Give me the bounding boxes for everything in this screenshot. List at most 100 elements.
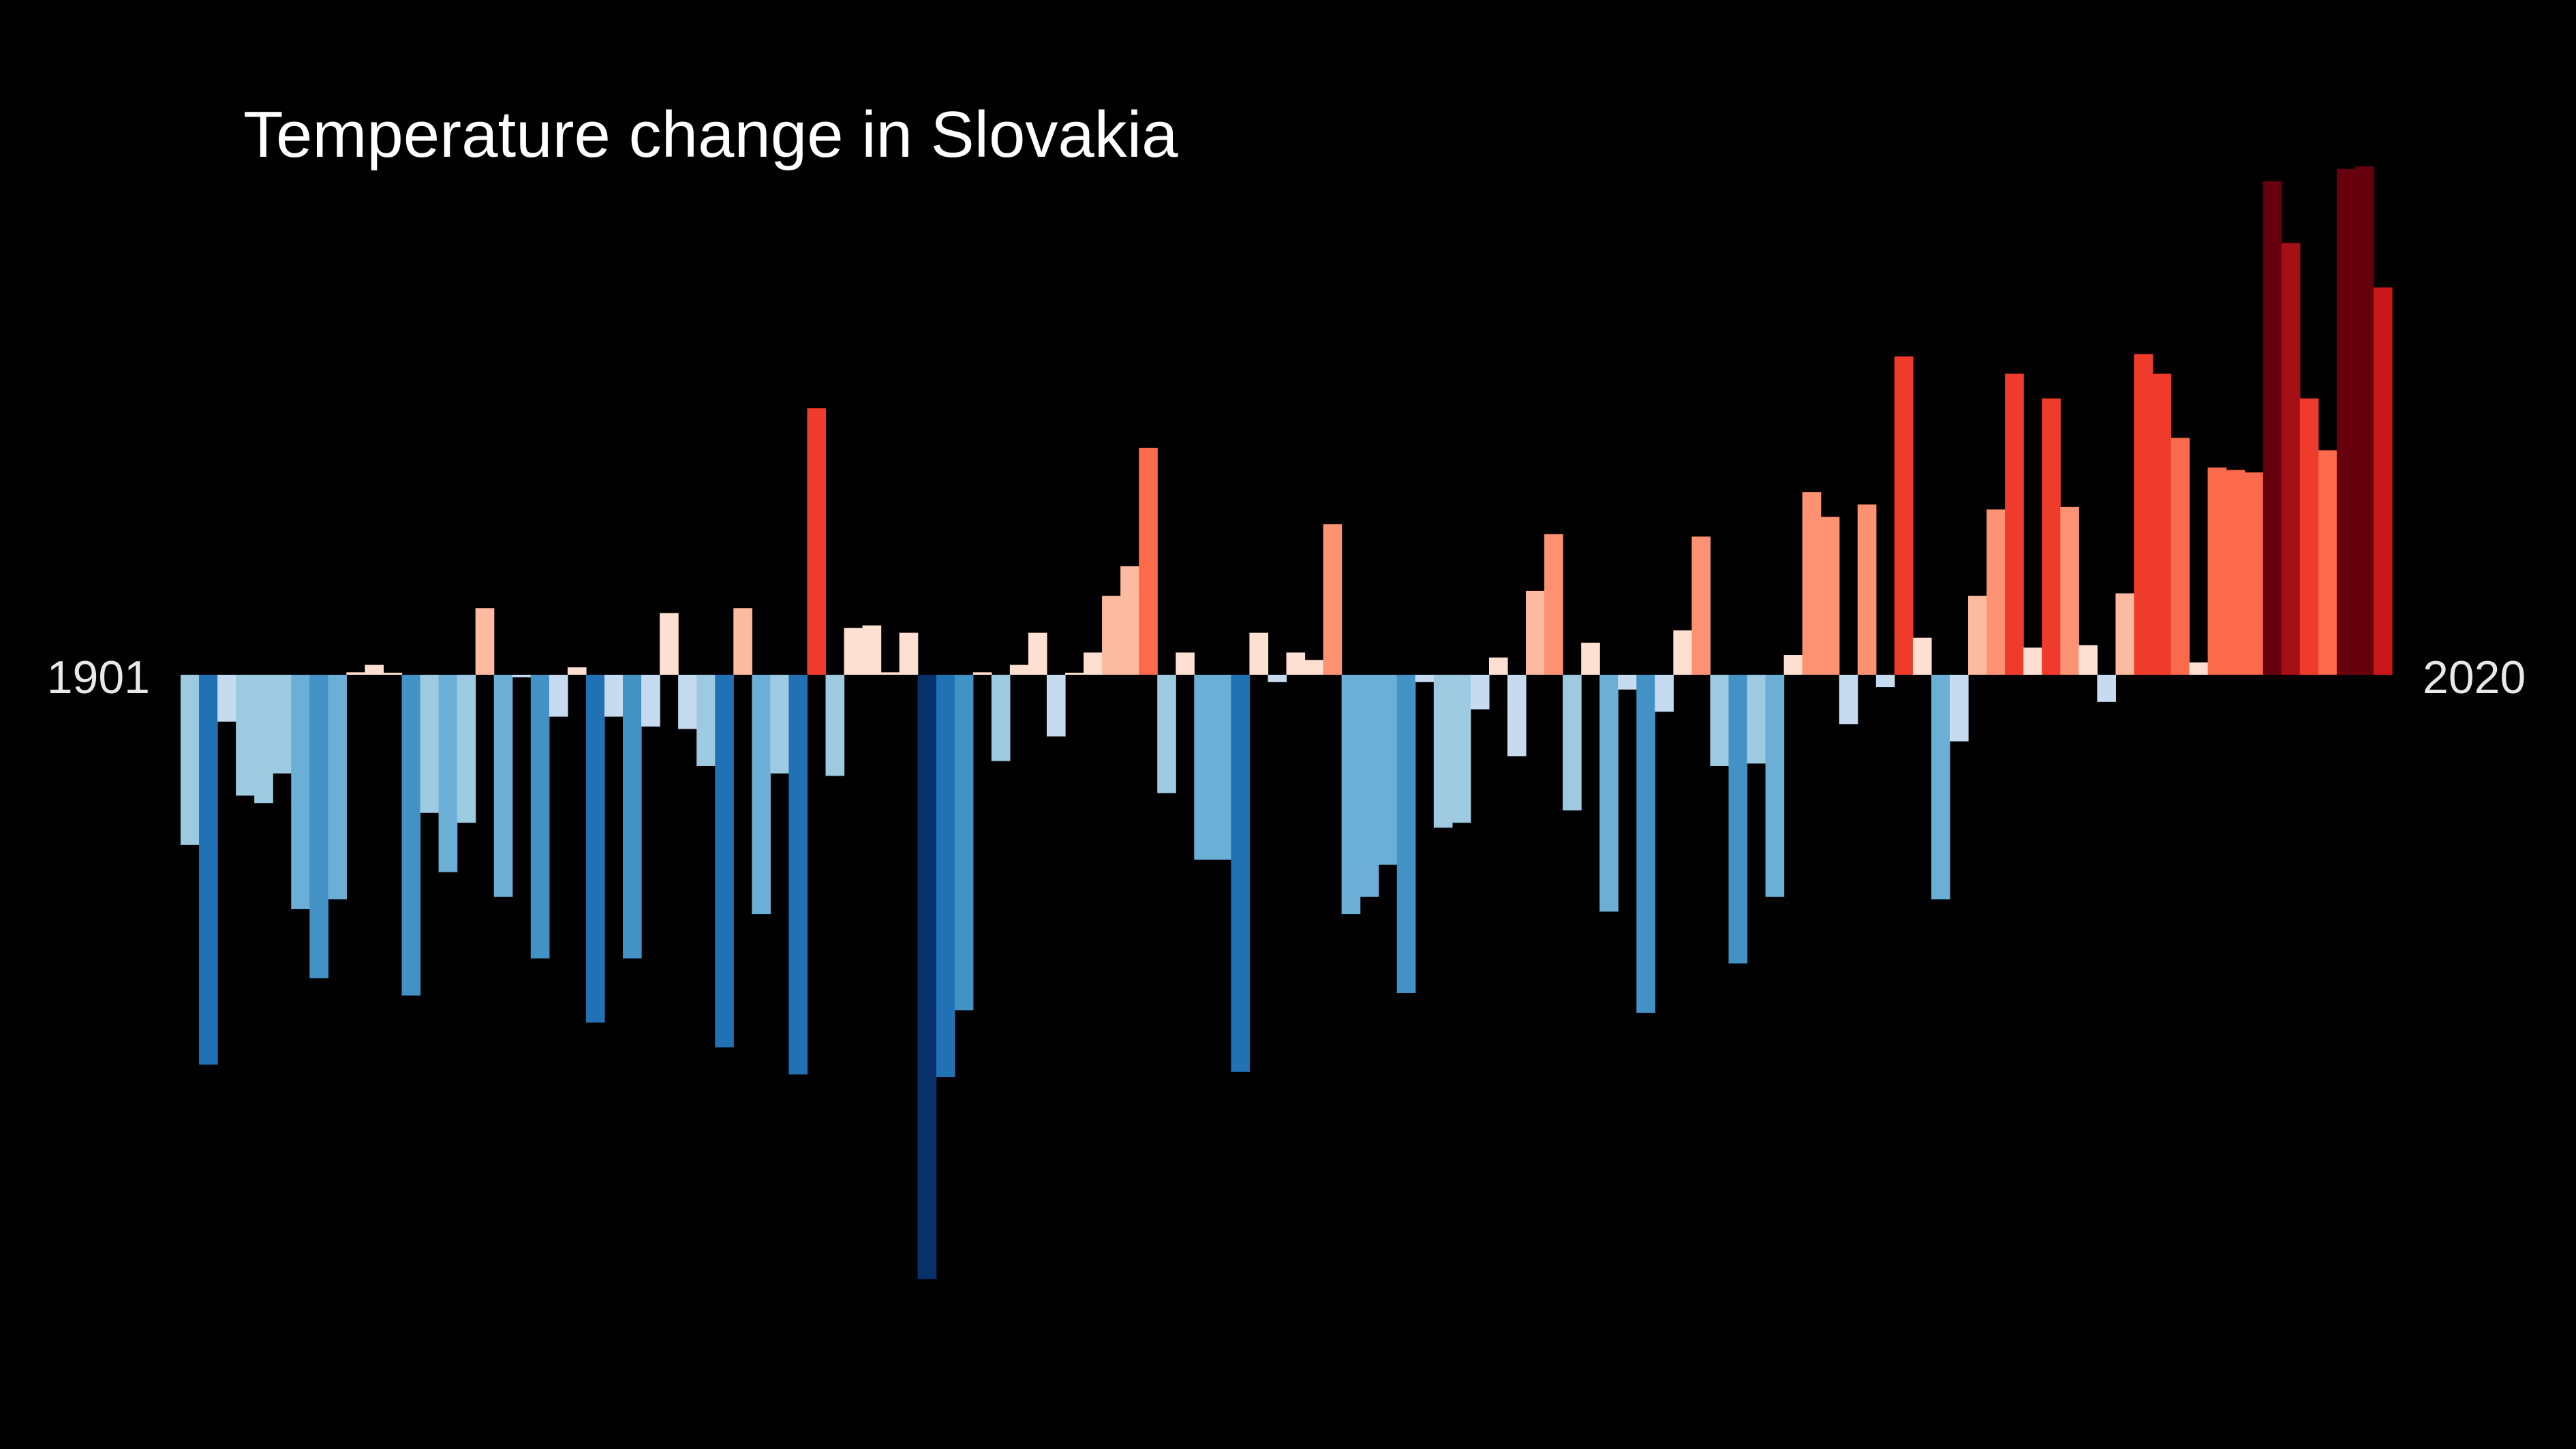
end-year-label: 2020 — [2423, 652, 2526, 703]
bar-1948 — [1046, 675, 1066, 737]
bar-1920 — [530, 675, 550, 959]
bar-1918 — [493, 675, 513, 897]
bar-2009 — [2171, 438, 2190, 675]
bar-1925 — [623, 675, 642, 959]
bar-1961 — [1286, 652, 1306, 675]
bar-1928 — [678, 675, 697, 729]
bar-1927 — [660, 613, 679, 675]
bar-1970 — [1452, 675, 1471, 823]
bar-1903 — [217, 675, 236, 722]
bar-1911 — [365, 665, 384, 675]
bar-1926 — [641, 675, 660, 727]
bar-1943 — [954, 675, 974, 1011]
bar-1916 — [457, 675, 476, 823]
bar-1956 — [1194, 675, 1213, 860]
bar-1947 — [1028, 632, 1047, 675]
bar-2019 — [2355, 166, 2374, 675]
bar-2004 — [2079, 645, 2098, 675]
bar-1923 — [585, 675, 605, 1023]
bar-2003 — [2060, 506, 2079, 675]
bar-1934 — [788, 675, 808, 1075]
bar-1919 — [512, 675, 532, 677]
bar-1953 — [1139, 447, 1158, 675]
bar-1941 — [917, 675, 937, 1279]
bar-1908 — [309, 675, 328, 979]
bar-2001 — [2023, 647, 2042, 675]
bar-2014 — [2263, 181, 2282, 675]
bar-1944 — [972, 672, 992, 675]
bar-1980 — [1636, 675, 1655, 1013]
bar-2000 — [2005, 373, 2024, 675]
bar-1901 — [181, 675, 200, 845]
bar-1988 — [1783, 655, 1803, 675]
bar-1929 — [696, 675, 716, 766]
bar-1949 — [1065, 673, 1084, 675]
bar-1986 — [1747, 675, 1766, 764]
bar-1976 — [1563, 675, 1582, 811]
bar-2005 — [2097, 675, 2116, 702]
bar-2016 — [2299, 398, 2319, 675]
bar-1942 — [936, 675, 955, 1078]
bar-1951 — [1102, 596, 1121, 675]
bar-1998 — [1968, 596, 1987, 675]
bar-1902 — [199, 675, 218, 1065]
bar-1993 — [1875, 675, 1895, 688]
bar-1999 — [1987, 509, 2006, 675]
bar-1930 — [715, 675, 734, 1048]
bar-1914 — [420, 675, 440, 813]
bar-1969 — [1433, 675, 1453, 828]
bar-2017 — [2318, 450, 2337, 675]
bar-2006 — [2115, 593, 2135, 675]
bar-1917 — [475, 608, 495, 675]
bar-2020 — [2373, 287, 2393, 675]
bar-1936 — [825, 675, 845, 776]
bar-1966 — [1378, 675, 1398, 865]
bar-1915 — [438, 675, 458, 872]
bar-1982 — [1673, 630, 1693, 675]
bar-1938 — [862, 625, 882, 675]
bar-2011 — [2207, 467, 2227, 675]
bar-1997 — [1950, 675, 1969, 742]
bar-1971 — [1470, 675, 1490, 710]
bar-1952 — [1120, 566, 1139, 675]
bar-1924 — [604, 675, 624, 717]
bar-1958 — [1231, 675, 1251, 1072]
bar-1962 — [1304, 660, 1324, 675]
bar-1913 — [401, 675, 421, 996]
bar-2008 — [2152, 373, 2172, 675]
bar-2012 — [2226, 470, 2245, 675]
bar-1984 — [1710, 675, 1730, 766]
bar-1945 — [991, 675, 1011, 761]
bar-1959 — [1249, 632, 1269, 675]
bar-2007 — [2134, 354, 2153, 675]
bar-1940 — [899, 632, 919, 675]
bar-2018 — [2336, 168, 2356, 675]
bar-1935 — [807, 408, 827, 675]
bar-1954 — [1157, 675, 1176, 793]
bar-1950 — [1084, 652, 1103, 675]
bar-1922 — [567, 667, 587, 675]
bar-2013 — [2244, 472, 2264, 675]
bar-1921 — [549, 675, 568, 717]
bar-1974 — [1526, 590, 1545, 675]
bar-1932 — [752, 675, 771, 915]
bar-2002 — [2042, 398, 2061, 675]
bar-1907 — [291, 675, 310, 909]
bar-2015 — [2281, 243, 2301, 675]
bar-1983 — [1691, 536, 1711, 675]
bar-1905 — [254, 675, 273, 804]
bar-1995 — [1912, 637, 1932, 675]
bar-1910 — [346, 672, 366, 675]
bar-1946 — [1009, 665, 1029, 675]
bar-1981 — [1655, 675, 1674, 712]
bar-1912 — [383, 673, 403, 675]
bar-1933 — [770, 675, 789, 774]
chart-title: Temperature change in Slovakia — [243, 98, 1178, 171]
bar-1939 — [880, 672, 900, 675]
bar-1994 — [1894, 356, 1914, 675]
bar-1978 — [1599, 675, 1619, 912]
bar-1960 — [1268, 675, 1287, 682]
bar-1972 — [1488, 657, 1508, 675]
bar-1975 — [1544, 534, 1563, 675]
